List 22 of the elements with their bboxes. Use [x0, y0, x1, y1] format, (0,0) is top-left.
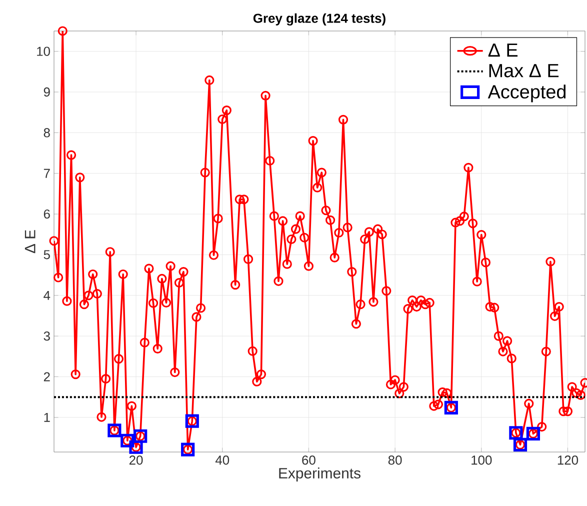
x-tick-label: 40: [215, 456, 230, 465]
y-tick-label: 5: [44, 250, 50, 260]
x-tick-label: 20: [129, 456, 143, 465]
y-tick-label: 8: [44, 128, 50, 138]
y-axis-title: Δ E: [24, 230, 36, 254]
legend-label: Accepted: [488, 84, 566, 102]
y-tick-label: 7: [44, 168, 50, 178]
y-tick-label: 9: [44, 87, 50, 97]
chart-title: Grey glaze (124 tests): [253, 13, 386, 26]
legend-label: Max Δ E: [489, 64, 559, 78]
y-tick-label: 2: [44, 372, 50, 382]
y-tick-label: 1: [44, 412, 50, 422]
x-tick-label: 120: [558, 456, 578, 465]
x-axis-title: Experiments: [279, 468, 360, 482]
y-tick-label: 6: [44, 209, 50, 219]
x-tick-label: 100: [472, 456, 492, 465]
y-tick-label: 3: [44, 331, 50, 341]
legend-label: Δ E: [488, 44, 518, 57]
y-tick-label: 4: [44, 290, 50, 300]
y-tick-label: 10: [37, 46, 50, 56]
x-tick-label: 80: [388, 456, 402, 465]
x-tick-label: 60: [302, 456, 316, 465]
